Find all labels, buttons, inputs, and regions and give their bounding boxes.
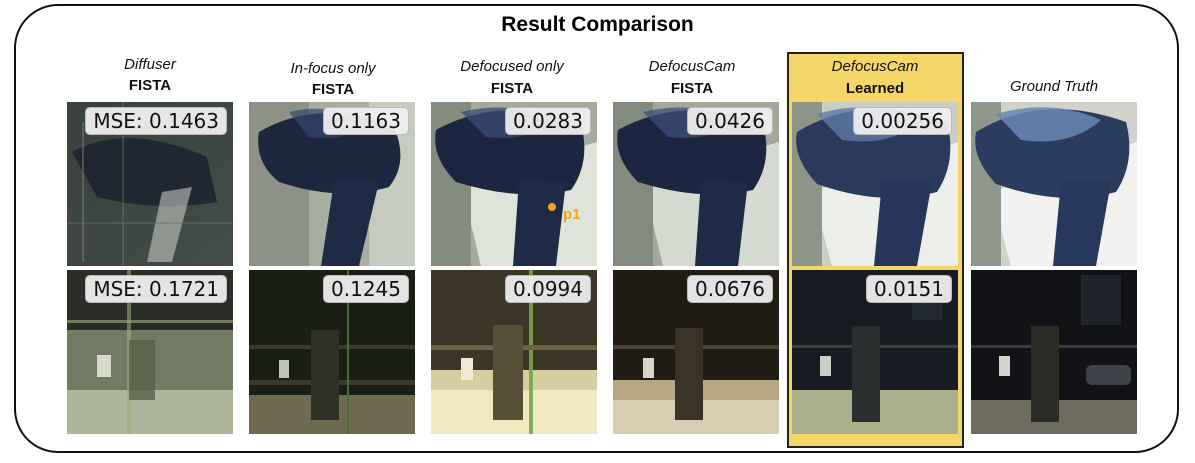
- column-method-defocused: Defocused only: [460, 58, 564, 75]
- column-method-diffuser: Diffuser: [124, 56, 176, 73]
- result-image-learned-bottom: 0.0151: [792, 270, 958, 434]
- mse-value-diffuser-bottom: MSE: 0.1721: [85, 275, 227, 303]
- mse-value-infocus-top: 0.1163: [323, 107, 409, 135]
- column-algo-defocuscam: FISTA: [670, 80, 714, 97]
- result-image-infocus-bottom: 0.1245: [249, 270, 415, 434]
- mse-value-infocus-bottom: 0.1245: [323, 275, 409, 303]
- figure-title: Result Comparison: [501, 13, 694, 36]
- result-image-defocuscam-top: 0.0426: [613, 102, 779, 266]
- column-method-defocuscam: DefocusCam: [648, 58, 736, 75]
- mse-value-diffuser-top: MSE: 0.1463: [85, 107, 227, 135]
- point-p1-marker: [548, 203, 556, 211]
- column-algo-diffuser: FISTA: [128, 77, 172, 94]
- mse-value-learned-bottom: 0.0151: [866, 275, 952, 303]
- column-algo-learned: Learned: [845, 80, 905, 97]
- result-image-defocused-bottom: 0.0994: [431, 270, 597, 434]
- result-image-diffuser-top: MSE: 0.1463: [67, 102, 233, 266]
- mse-value-defocuscam-bottom: 0.0676: [687, 275, 773, 303]
- mse-value-learned-top: 0.00256: [853, 107, 952, 135]
- result-image-learned-top: 0.00256: [792, 102, 958, 266]
- column-method-ground-truth: Ground Truth: [1009, 78, 1099, 95]
- column-method-infocus: In-focus only: [290, 60, 376, 77]
- result-image-infocus-top: 0.1163: [249, 102, 415, 266]
- ground-truth-image-bottom: [971, 270, 1137, 434]
- column-method-defocuscam-learned: DefocusCam: [831, 58, 919, 75]
- mse-value-defocused-bottom: 0.0994: [505, 275, 591, 303]
- mse-value-defocused-top: 0.0283: [505, 107, 591, 135]
- mse-value-defocuscam-top: 0.0426: [687, 107, 773, 135]
- result-image-defocuscam-bottom: 0.0676: [613, 270, 779, 434]
- result-image-diffuser-bottom: MSE: 0.1721: [67, 270, 233, 434]
- column-algo-infocus: FISTA: [311, 81, 355, 98]
- point-p1-label: p1: [563, 206, 581, 223]
- ground-truth-image-top: [971, 102, 1137, 266]
- column-algo-defocused: FISTA: [490, 80, 534, 97]
- result-image-defocused-top: 0.0283 p1: [431, 102, 597, 266]
